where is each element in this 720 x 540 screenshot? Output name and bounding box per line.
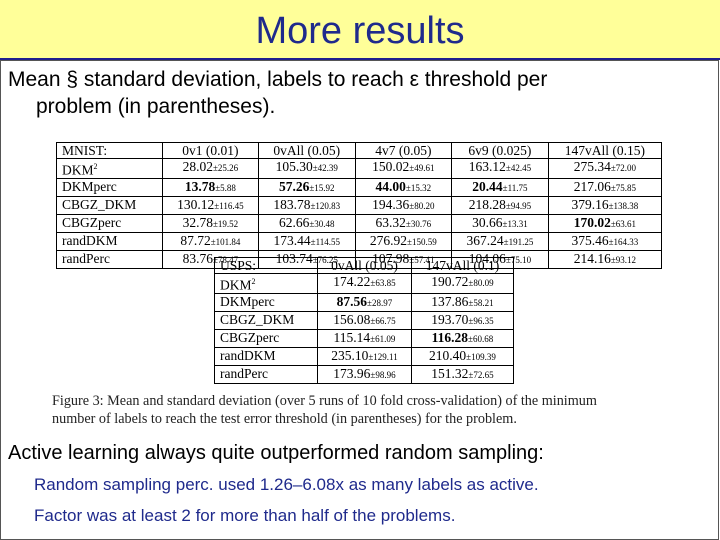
result-cell: 194.36±80.20 (354, 195, 453, 215)
method-name: DKM2 (56, 158, 163, 179)
method-name: CBGZ_DKM (214, 310, 318, 330)
table-header-row: MNIST: 0v1 (0.01) 0vAll (0.05) 4v7 (0.05) 6v… (56, 142, 663, 159)
method-name: randDKM (214, 346, 318, 366)
result-cell: 137.86±58.21 (410, 292, 515, 312)
result-cell: 62.66±30.48 (257, 213, 356, 233)
result-cell: 115.14±61.09 (317, 328, 412, 348)
result-cell: 57.26±15.92 (257, 177, 356, 197)
result-cell: 276.92±150.59 (354, 231, 453, 251)
result-cell: 210.40±109.39 (410, 346, 515, 366)
method-name: DKMperc (214, 292, 318, 312)
result-cell: 183.78±120.83 (257, 195, 356, 215)
column-header: 147vAll (0.15) (547, 142, 663, 159)
method-name: CBGZ_DKM (56, 195, 163, 215)
method-name: DKM2 (214, 273, 318, 294)
method-name: CBGZperc (214, 328, 318, 348)
result-cell: 20.44±11.75 (451, 177, 549, 197)
result-cell: 173.96±98.96 (317, 364, 412, 384)
column-header: 6v9 (0.025) (451, 142, 549, 159)
result-cell: 105.30±42.39 (257, 158, 356, 179)
table-row: CBGZperc 32.78±19.52 62.66±30.48 63.32±30.7… (56, 213, 663, 233)
caption-line-2: number of labels to reach the test error… (52, 411, 517, 427)
column-header: USPS: (214, 257, 318, 274)
bullet-item: Random sampling perc. used 1.26–6.08x as… (34, 475, 539, 494)
result-cell: 190.72±80.09 (410, 273, 515, 294)
result-cell: 214.16±93.12 (547, 249, 663, 269)
column-header: 0vAll (0.05) (257, 142, 356, 159)
result-cell: 235.10±129.11 (317, 346, 412, 366)
conclusion-text: Active learning always quite outperforme… (8, 442, 544, 464)
result-cell: 130.12±116.45 (161, 195, 259, 215)
result-cell: 156.08±66.75 (317, 310, 412, 330)
column-header: 4v7 (0.05) (354, 142, 453, 159)
result-cell: 174.22±63.85 (317, 273, 412, 294)
result-cell: 32.78±19.52 (161, 213, 259, 233)
method-name: CBGZperc (56, 213, 163, 233)
bullet-item: Factor was at least 2 for more than half… (34, 506, 456, 525)
table-header-row: USPS: 0vAll (0.05) 147vAll (0.1) (214, 257, 515, 274)
intro-line-2: problem (in parentheses). (36, 95, 276, 118)
column-header: MNIST: (56, 142, 163, 159)
result-cell: 87.72±101.84 (161, 231, 259, 251)
column-header: 0vAll (0.05) (317, 257, 412, 274)
result-cell: 275.34±72.00 (547, 158, 663, 179)
method-name: DKMperc (56, 177, 163, 197)
table-row: DKM2 174.22±63.85 190.72±80.09 (214, 273, 515, 294)
result-cell: 116.28±60.68 (410, 328, 515, 348)
result-cell: 379.16±138.38 (547, 195, 663, 215)
result-cell: 30.66±13.31 (451, 213, 549, 233)
result-cell: 151.32±72.65 (410, 364, 515, 384)
table-row: randDKM 235.10±129.11 210.40±109.39 (214, 346, 515, 366)
result-cell: 193.70±96.35 (410, 310, 515, 330)
method-name: randPerc (214, 364, 318, 384)
table-row: randPerc 173.96±98.96 151.32±72.65 (214, 364, 515, 384)
slide-title: More results (255, 10, 465, 52)
result-cell: 367.24±191.25 (451, 231, 549, 251)
column-header: 0v1 (0.01) (161, 142, 259, 159)
title-bar (0, 0, 720, 60)
table-row: randDKM 87.72±101.84 173.44±114.55 276.92±1… (56, 231, 663, 251)
caption-line-1: Figure 3: Mean and standard deviation (o… (52, 393, 597, 409)
table-row: DKMperc 87.56±28.97 137.86±58.21 (214, 292, 515, 312)
result-cell: 375.46±164.33 (547, 231, 663, 251)
figure-caption: Figure 3: Mean and standard deviation (o… (52, 392, 682, 428)
result-cell: 218.28±94.95 (451, 195, 549, 215)
table-row: DKMperc 13.78±5.88 57.26±15.92 44.00±15.32 2… (56, 177, 663, 197)
intro-line-1: Mean § standard deviation, labels to rea… (8, 68, 548, 91)
result-cell: 150.02±49.61 (354, 158, 453, 179)
result-cell: 87.56±28.97 (317, 292, 412, 312)
result-cell: 170.02±63.61 (547, 213, 663, 233)
method-name: randDKM (56, 231, 163, 251)
table-row: CBGZ_DKM 156.08±66.75 193.70±96.35 (214, 310, 515, 330)
table-row: CBGZperc 115.14±61.09 116.28±60.68 (214, 328, 515, 348)
mnist-results-table: MNIST: 0v1 (0.01) 0vAll (0.05) 4v7 (0.05) 6v… (56, 142, 663, 269)
usps-results-table: USPS: 0vAll (0.05) 147vAll (0.1) DKM2 174.22… (214, 257, 515, 384)
method-name: randPerc (56, 249, 163, 269)
result-cell: 217.06±75.85 (547, 177, 663, 197)
result-cell: 44.00±15.32 (354, 177, 453, 197)
column-header: 147vAll (0.1) (410, 257, 515, 274)
table-row: CBGZ_DKM 130.12±116.45 183.78±120.83 194.36… (56, 195, 663, 215)
intro-text: Mean § standard deviation, labels to rea… (8, 66, 708, 120)
result-cell: 28.02±25.26 (161, 158, 259, 179)
result-cell: 163.12±42.45 (451, 158, 549, 179)
result-cell: 173.44±114.55 (257, 231, 356, 251)
result-cell: 13.78±5.88 (161, 177, 259, 197)
result-cell: 63.32±30.76 (354, 213, 453, 233)
table-row: DKM2 28.02±25.26 105.30±42.39 150.02±49.61 1… (56, 158, 663, 179)
